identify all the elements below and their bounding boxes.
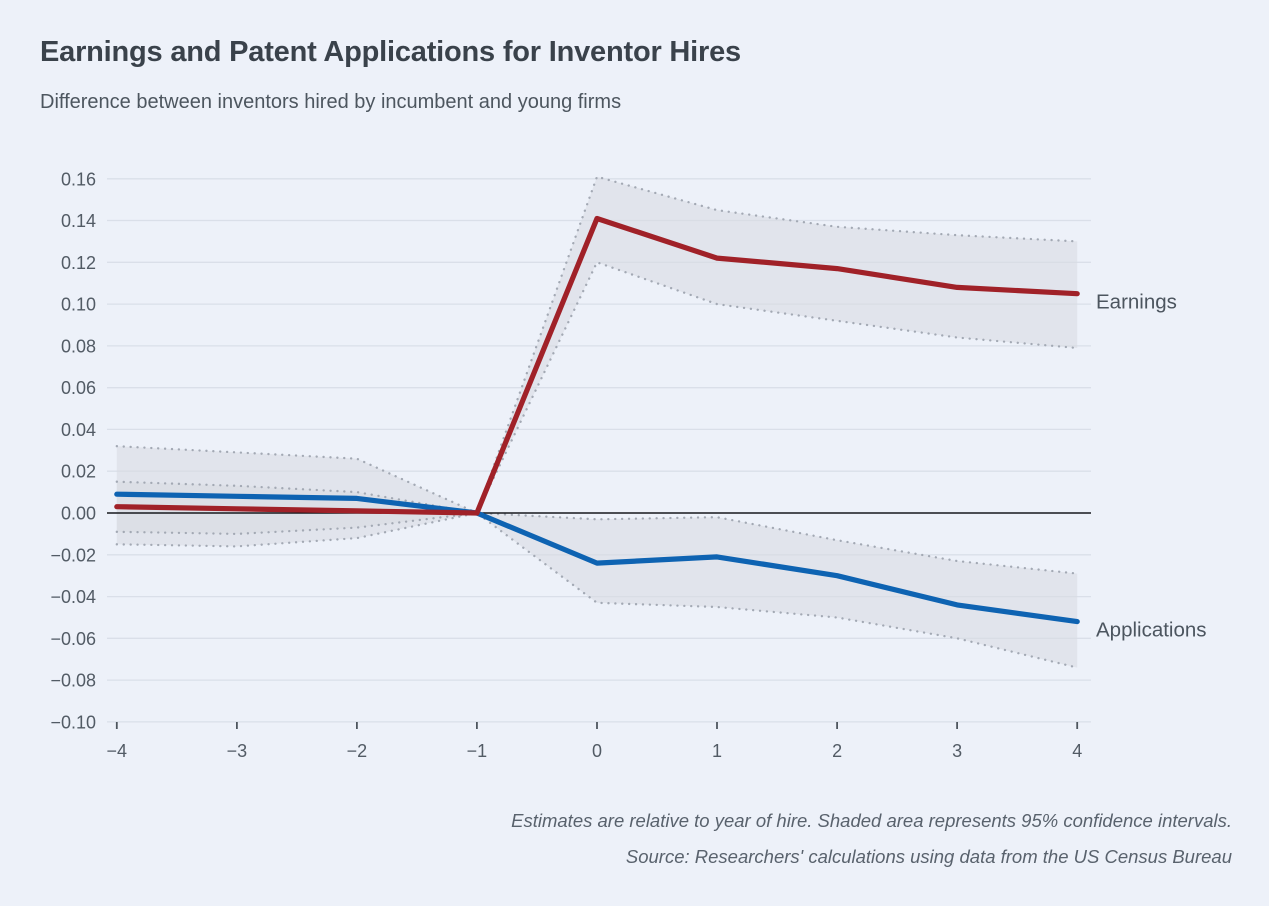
series-labels: Earnings Applications bbox=[1096, 291, 1207, 642]
series-label-applications: Applications bbox=[1096, 619, 1207, 642]
applications-line bbox=[114, 491, 1080, 625]
x-tick-label: 1 bbox=[712, 741, 722, 761]
x-tick-label: −2 bbox=[347, 741, 368, 761]
y-axis-labels: 0.16 0.14 0.12 0.10 0.08 0.06 0.04 0.02 0.00 −0.0… bbox=[50, 169, 96, 732]
x-tick-label: −4 bbox=[107, 741, 128, 761]
footnote-method: Estimates are relative to year of hire. … bbox=[511, 810, 1232, 831]
y-tick-label: 0.10 bbox=[61, 295, 96, 315]
x-axis: −4 −3 −2 −1 0 1 2 3 4 bbox=[107, 722, 1082, 761]
confidence-band-borders bbox=[115, 175, 1079, 669]
chart-title: Earnings and Patent Applications for Inv… bbox=[40, 36, 741, 68]
y-tick-label: 0.02 bbox=[61, 462, 96, 482]
x-tick-label: 3 bbox=[952, 741, 962, 761]
y-tick-label: 0.08 bbox=[61, 336, 96, 356]
series-lines bbox=[114, 215, 1080, 625]
y-tick-label: −0.04 bbox=[50, 587, 96, 607]
confidence-bands bbox=[116, 176, 1078, 668]
y-tick-label: 0.16 bbox=[61, 169, 96, 189]
y-tick-label: −0.10 bbox=[50, 712, 96, 732]
y-tick-label: −0.02 bbox=[50, 545, 96, 565]
x-tick-label: 4 bbox=[1072, 741, 1082, 761]
chart-subtitle: Difference between inventors hired by in… bbox=[40, 91, 622, 113]
footnote-source: Source: Researchers' calculations using … bbox=[625, 846, 1232, 867]
y-tick-label: −0.06 bbox=[50, 629, 96, 649]
x-tick-label: 0 bbox=[592, 741, 602, 761]
applications-ci-lower-dotted-line bbox=[115, 511, 1079, 669]
y-tick-label: −0.08 bbox=[50, 671, 96, 691]
y-tick-label: 0.04 bbox=[61, 420, 96, 440]
y-tick-label: 0.06 bbox=[61, 378, 96, 398]
chart-footnotes: Estimates are relative to year of hire. … bbox=[511, 803, 1232, 875]
x-tick-label: 2 bbox=[832, 741, 842, 761]
y-tick-label: 0.00 bbox=[61, 504, 96, 524]
x-tick-label: −1 bbox=[467, 741, 488, 761]
applications-confidence-band bbox=[116, 446, 1078, 668]
y-tick-label: 0.14 bbox=[61, 211, 96, 231]
earnings-line bbox=[114, 215, 1080, 516]
y-tick-label: 0.12 bbox=[61, 253, 96, 273]
x-tick-label: −3 bbox=[227, 741, 248, 761]
series-label-earnings: Earnings bbox=[1096, 291, 1177, 314]
